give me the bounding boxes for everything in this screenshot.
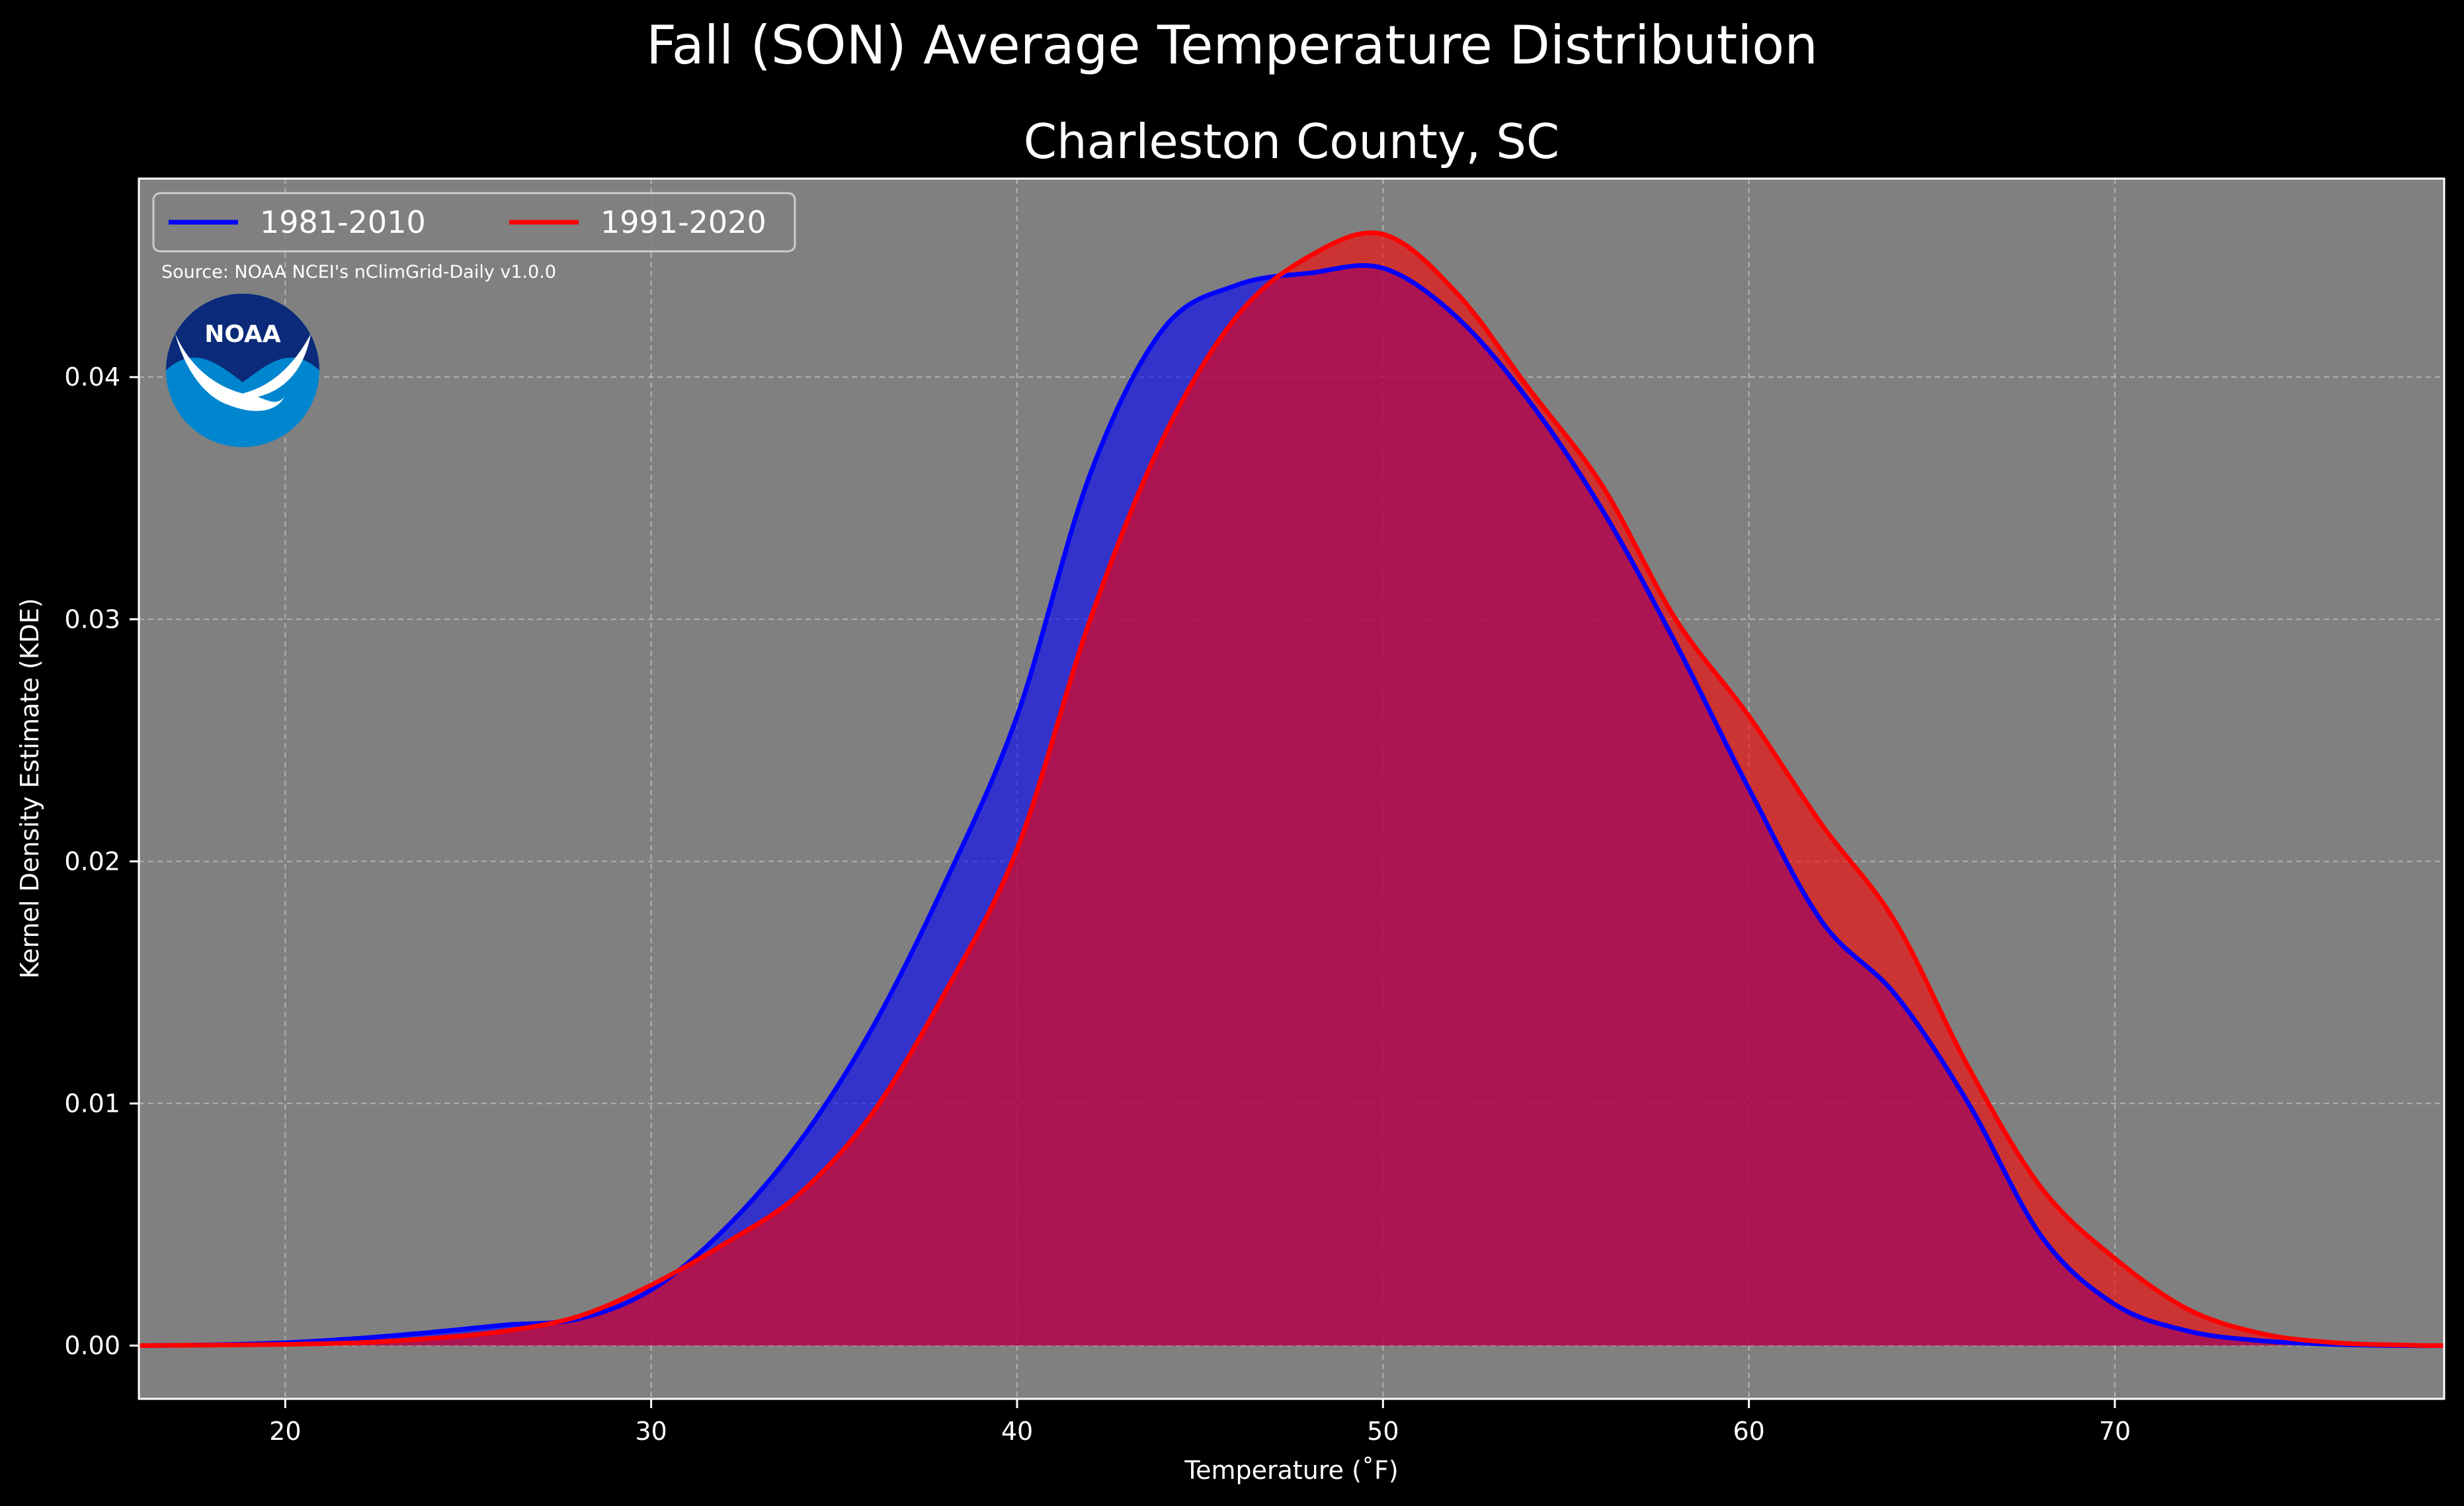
density-lines: [139, 230, 2444, 1349]
line-1991-2020: [139, 230, 2444, 1348]
x-axis-ticks: 20 30 40 50 60 70: [269, 1399, 2131, 1446]
x-tick-label-30: 30: [635, 1417, 667, 1446]
y-axis-ticks: 0.00 0.01 0.02 0.03 0.04: [64, 362, 139, 1360]
source-note: Source: NOAA NCEI's nClimGrid-Daily v1.0…: [161, 262, 556, 282]
x-tick-label-40: 40: [1001, 1417, 1033, 1446]
y-tick-label-0.04: 0.04: [64, 362, 120, 392]
y-tick-label-0.01: 0.01: [64, 1089, 120, 1118]
legend-box: [152, 192, 796, 253]
line-1981-2010: [139, 263, 2444, 1349]
area-1991-2020: [139, 233, 2444, 1346]
chart-title: Fall (SON) Average Temperature Distribut…: [646, 15, 1818, 76]
chart-subtitle: Charleston County, SC: [1023, 114, 1560, 169]
y-tick-label-0.02: 0.02: [64, 847, 120, 876]
y-axis-label: Kernel Density Estimate (KDE): [15, 598, 44, 979]
noaa-logo-text: NOAA: [204, 321, 281, 348]
y-tick-label-0.03: 0.03: [64, 605, 120, 634]
legend: 1981-2010 1991-2020: [152, 192, 796, 253]
x-tick-label-70: 70: [2099, 1417, 2131, 1446]
density-areas: [139, 233, 2444, 1346]
x-tick-label-60: 60: [1733, 1417, 1764, 1446]
x-axis-label: Temperature (˚F): [1184, 1456, 1398, 1485]
noaa-logo: NOAA: [166, 294, 319, 447]
legend-label-1991-2020: 1991-2020: [600, 204, 766, 240]
plot-frame: [138, 177, 2445, 1400]
y-tick-label-0.00: 0.00: [64, 1331, 120, 1360]
legend-label-1981-2010: 1981-2010: [260, 204, 426, 240]
x-tick-label-50: 50: [1367, 1417, 1399, 1446]
x-tick-label-20: 20: [269, 1417, 301, 1446]
